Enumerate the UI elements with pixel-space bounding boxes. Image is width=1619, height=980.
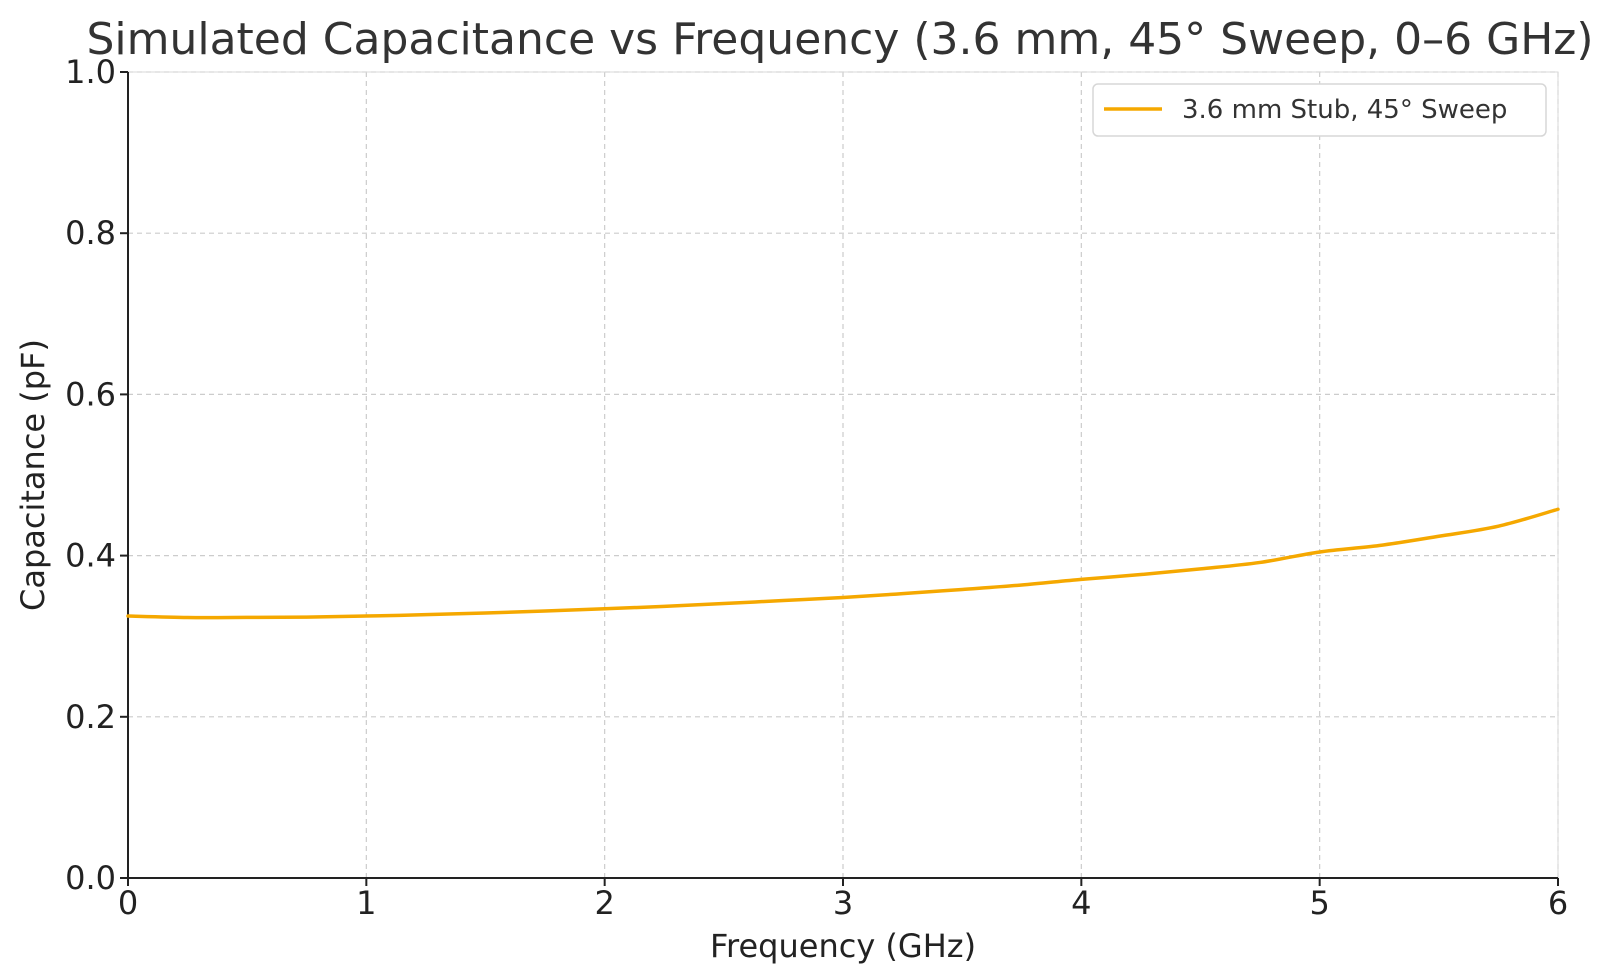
grid bbox=[127, 71, 1559, 879]
y-tick-label: 0.2 bbox=[65, 698, 116, 736]
y-axis-label: Capacitance (pF) bbox=[14, 339, 52, 611]
x-tick-label: 3 bbox=[833, 884, 853, 922]
x-tick-label: 1 bbox=[356, 884, 376, 922]
x-ticks: 0 1 2 3 4 5 6 bbox=[118, 878, 1568, 922]
legend-label: 3.6 mm Stub, 45° Sweep bbox=[1182, 95, 1507, 125]
y-tick-label: 1.0 bbox=[65, 53, 116, 91]
legend: 3.6 mm Stub, 45° Sweep bbox=[1092, 83, 1547, 137]
legend-box bbox=[1092, 83, 1547, 137]
series-line bbox=[126, 507, 1560, 620]
series-layer bbox=[126, 507, 1560, 620]
y-tick-label: 0.0 bbox=[65, 859, 116, 897]
x-tick-label: 2 bbox=[594, 884, 614, 922]
x-axis-label: Frequency (GHz) bbox=[710, 927, 976, 965]
x-tick-label: 0 bbox=[118, 884, 138, 922]
y-tick-label: 0.8 bbox=[65, 214, 116, 252]
y-ticks: 0.0 0.2 0.4 0.6 0.8 1.0 bbox=[65, 53, 128, 897]
x-tick-label: 5 bbox=[1309, 884, 1329, 922]
chart-title: Simulated Capacitance vs Frequency (3.6 … bbox=[86, 14, 1593, 65]
x-tick-label: 4 bbox=[1071, 884, 1091, 922]
y-tick-label: 0.6 bbox=[65, 375, 116, 413]
y-tick-label: 0.4 bbox=[65, 537, 116, 575]
x-tick-label: 6 bbox=[1548, 884, 1568, 922]
